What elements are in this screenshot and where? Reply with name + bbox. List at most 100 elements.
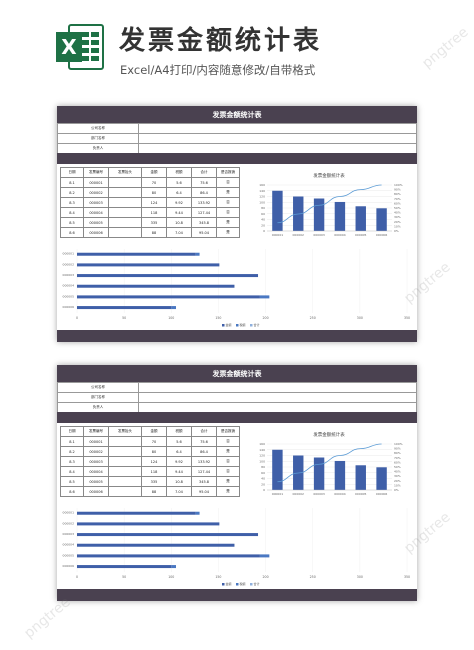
hbar — [77, 533, 259, 537]
col-header: 发票抬头 — [108, 167, 142, 178]
x-tick-label: 200 — [263, 575, 269, 579]
y-tick-label: 000001 — [63, 252, 75, 256]
x-tick-label: 000001 — [272, 492, 284, 496]
cumulative-line — [277, 184, 382, 224]
info-value — [138, 382, 417, 393]
table-row: 8.6 000006 88 7.04 95.04 是 — [60, 486, 240, 497]
hbar — [171, 306, 176, 310]
y-tick-label: 60 — [261, 212, 265, 216]
x-tick-label: 150 — [215, 575, 221, 579]
hbar — [77, 522, 220, 526]
col-header: 合计 — [191, 167, 217, 178]
y2-tick-label: 80% — [394, 451, 401, 455]
y-tick-label: 60 — [261, 471, 265, 475]
hbar — [77, 284, 235, 288]
y2-tick-label: 0% — [394, 488, 399, 492]
info-row: 部门名称 — [57, 133, 417, 144]
sheet-title: 发票金额统计表 — [57, 106, 417, 123]
bar — [334, 201, 346, 231]
y-tick-label: 000002 — [63, 262, 75, 266]
y2-tick-label: 40% — [394, 470, 401, 474]
y2-tick-label: 70% — [394, 456, 401, 460]
info-value — [138, 133, 417, 144]
divider-band — [57, 153, 417, 164]
x-tick-label: 100 — [168, 316, 174, 320]
legend-label: 金额 — [226, 322, 232, 327]
y2-tick-label: 0% — [394, 229, 399, 233]
y-tick-label: 140 — [259, 448, 265, 452]
hbar — [77, 511, 196, 515]
col-header: 发票抬头 — [108, 426, 142, 437]
cumulative-line — [277, 443, 382, 483]
info-value — [138, 143, 417, 154]
info-row: 负责人 — [57, 143, 417, 154]
y2-tick-label: 60% — [394, 201, 401, 205]
hbar — [77, 306, 172, 310]
info-label: 负责人 — [57, 143, 139, 154]
page-subtitle: Excel/A4打印/内容随意修改/自带格式 — [120, 63, 316, 77]
bar — [355, 206, 366, 231]
hbar — [195, 511, 200, 515]
y-tick-label: 80 — [261, 465, 265, 469]
x-tick-label: 000004 — [334, 492, 346, 496]
y2-tick-label: 90% — [394, 188, 401, 192]
info-label: 部门名称 — [57, 392, 139, 403]
y-tick-label: 120 — [259, 454, 265, 458]
y2-tick-label: 30% — [394, 215, 401, 219]
x-tick-label: 350 — [404, 575, 410, 579]
y-tick-label: 000004 — [63, 284, 75, 288]
x-tick-label: 000002 — [293, 492, 305, 496]
watermark: pngtree — [21, 594, 74, 642]
y2-tick-label: 10% — [394, 224, 401, 228]
table-row: 8.5 000005 335 10.8 345.8 是 — [60, 217, 240, 228]
x-tick-label: 0 — [76, 575, 78, 579]
x-tick-label: 100 — [168, 575, 174, 579]
page-header: X 发票金额统计表 Excel/A4打印/内容随意修改/自带格式 — [0, 0, 474, 100]
y2-tick-label: 30% — [394, 474, 401, 478]
hbar — [77, 543, 235, 547]
y-tick-label: 0 — [263, 488, 265, 492]
legend-label: 税额 — [240, 322, 246, 327]
sheet-title: 发票金额统计表 — [57, 365, 417, 382]
y-tick-label: 20 — [261, 482, 265, 486]
y-tick-label: 160 — [259, 183, 265, 187]
table-row: 8.6 000006 88 7.04 95.04 是 — [60, 227, 240, 238]
legend-swatch — [250, 324, 253, 327]
col-header: 合计 — [191, 426, 217, 437]
excel-logo-letter: X — [61, 35, 77, 59]
col-header: 日期 — [60, 426, 84, 437]
y-tick-label: 120 — [259, 195, 265, 199]
excel-icon: X — [56, 24, 104, 70]
legend-swatch — [250, 583, 253, 586]
hbar — [77, 554, 260, 558]
y-tick-label: 000001 — [63, 511, 75, 515]
x-tick-label: 300 — [357, 316, 363, 320]
x-tick-label: 000006 — [376, 233, 388, 237]
legend-swatch — [236, 583, 239, 586]
table-header-row: 日期 发票编号 发票抬头 金额 税额 合计 是否报销 — [60, 426, 240, 437]
bar — [376, 467, 387, 490]
legend-swatch — [236, 324, 239, 327]
col-header: 金额 — [141, 426, 167, 437]
y-tick-label: 100 — [259, 459, 265, 463]
x-tick-label: 000001 — [272, 233, 284, 237]
table-row: 8.4 000004 118 9.44 127.44 否 — [60, 466, 240, 477]
sheet-preview-2: 发票金额统计表 公司名称 部门名称 负责人 日期 发票编号 发票抬头 金额 税额… — [57, 365, 417, 601]
y-tick-label: 000003 — [63, 273, 75, 277]
y2-tick-label: 10% — [394, 483, 401, 487]
bar — [376, 208, 387, 231]
y-tick-label: 80 — [261, 206, 265, 210]
hbar — [77, 252, 196, 256]
x-tick-label: 000006 — [376, 492, 388, 496]
hbar — [77, 263, 220, 267]
horizontal-bar-chart: 0 50 100 150 200 250 300 350 000006 000005 000004 0… — [63, 508, 410, 586]
x-tick-label: 000005 — [355, 492, 367, 496]
hbar — [171, 565, 176, 569]
legend-swatch — [222, 583, 225, 586]
legend-label: 合计 — [254, 322, 260, 327]
bar — [313, 457, 325, 490]
y-tick-label: 000006 — [63, 305, 75, 309]
x-tick-label: 000004 — [334, 233, 346, 237]
y-tick-label: 160 — [259, 442, 265, 446]
